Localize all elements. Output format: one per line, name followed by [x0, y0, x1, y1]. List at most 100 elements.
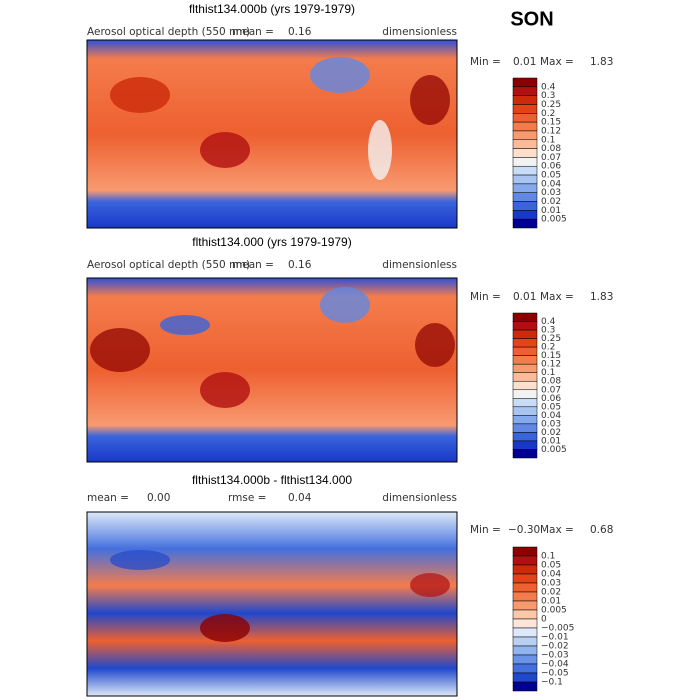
colorbar-swatch — [512, 645, 538, 656]
rmse: 0.04 — [288, 492, 312, 504]
map — [86, 39, 458, 229]
panel-title: flthist134.000b - flthist134.000 — [192, 473, 352, 487]
min-label: Min = — [470, 524, 501, 536]
colorbar-label: 0.12 — [541, 126, 561, 136]
colorbar-label: 0.005 — [541, 215, 567, 225]
colorbar-swatch — [512, 415, 538, 425]
colorbar-label: 0.07 — [541, 385, 561, 395]
min-label: Min = — [470, 291, 501, 303]
colorbar-label: 0.03 — [541, 188, 561, 198]
colorbar-swatch — [512, 609, 538, 620]
colorbar-swatch — [512, 423, 538, 433]
colorbar-swatch — [512, 600, 538, 611]
map — [86, 277, 458, 463]
variable: Aerosol optical depth (550 nm) — [87, 26, 250, 38]
colorbar-swatch — [512, 174, 538, 185]
colorbar-label: 0.05 — [541, 561, 561, 571]
max-label: Max = — [540, 291, 574, 303]
colorbar-label: 0.08 — [541, 144, 561, 154]
colorbar-swatch — [512, 389, 538, 399]
season: SON — [510, 8, 553, 30]
colorbar-label: −0.03 — [541, 651, 569, 661]
colorbar-label: 0.05 — [541, 171, 561, 181]
mean: 0.16 — [288, 26, 312, 38]
colorbar-label: 0 — [541, 615, 547, 625]
colorbar-label: 0.06 — [541, 162, 561, 172]
colorbar-label: 0.02 — [541, 197, 561, 207]
colorbar-label: 0.02 — [541, 428, 561, 438]
colorbar-label: −0.1 — [541, 678, 563, 688]
colorbar-label: 0.04 — [541, 570, 561, 580]
colorbar-label: 0.04 — [541, 179, 561, 189]
colorbar-swatch — [512, 372, 538, 382]
colorbar-swatch — [512, 338, 538, 348]
colorbar-swatch — [512, 95, 538, 105]
colorbar-label: 0.2 — [541, 343, 555, 353]
colorbar-label: 0.03 — [541, 419, 561, 429]
colorbar-swatch — [512, 121, 538, 132]
colorbar-swatch — [512, 346, 538, 356]
colorbar-label: 0.15 — [541, 351, 561, 361]
colorbar-swatch — [512, 449, 538, 459]
colorbar-label: 0.1 — [541, 552, 555, 562]
colorbar-swatch — [512, 130, 538, 141]
colorbar-label: 0.005 — [541, 445, 567, 455]
colorbar-label: 0.005 — [541, 606, 567, 616]
min: 0.01 — [513, 291, 536, 303]
colorbar-label: 0.02 — [541, 588, 561, 598]
mean: 0.00 — [147, 492, 170, 504]
variable: Aerosol optical depth (550 nm) — [87, 259, 250, 271]
colorbar-label: 0.01 — [541, 597, 561, 607]
colorbar-swatch — [512, 672, 538, 683]
colorbar-label: 0.3 — [541, 326, 555, 336]
max: 1.83 — [590, 56, 613, 68]
units: dimensionless — [382, 26, 457, 38]
colorbar-label: 0.03 — [541, 579, 561, 589]
colorbar-label: 0.15 — [541, 118, 561, 128]
max: 0.68 — [590, 524, 613, 536]
colorbar-label: 0.06 — [541, 394, 561, 404]
colorbar-swatch — [512, 113, 538, 123]
colorbar-swatch — [512, 573, 538, 584]
colorbar-swatch — [512, 218, 538, 229]
colorbar-swatch — [512, 201, 538, 211]
colorbar-label: 0.01 — [541, 436, 561, 446]
colorbar-swatch — [512, 192, 538, 202]
mean-label: mean = — [232, 259, 274, 271]
min: 0.01 — [513, 56, 536, 68]
colorbar-swatch — [512, 165, 538, 176]
panel-title: flthist134.000b (yrs 1979-1979) — [189, 2, 355, 16]
colorbar-swatch — [512, 398, 538, 408]
colorbar-swatch — [512, 591, 538, 602]
colorbar-swatch — [512, 636, 538, 647]
colorbar-label: 0.2 — [541, 109, 555, 119]
colorbar-swatch — [512, 555, 538, 566]
colorbar-swatch — [512, 139, 538, 149]
colorbar-label: −0.01 — [541, 633, 569, 643]
map — [86, 511, 458, 697]
colorbar-swatch — [512, 546, 538, 557]
colorbar-swatch — [512, 157, 538, 167]
colorbar-label: −0.02 — [541, 642, 569, 652]
colorbar-swatch — [512, 329, 538, 339]
colorbar-label: 0.3 — [541, 91, 555, 101]
colorbar-label: −0.04 — [541, 660, 569, 670]
max-label: Max = — [540, 56, 574, 68]
colorbar-label: 0.1 — [541, 135, 555, 145]
colorbar-swatch — [512, 627, 538, 638]
colorbar-swatch — [512, 312, 538, 322]
mean-label: mean = — [87, 492, 129, 504]
colorbar-label: 0.04 — [541, 411, 561, 421]
colorbar-swatch — [512, 582, 538, 593]
colorbar-swatch — [512, 654, 538, 665]
colorbar-swatch — [512, 86, 538, 96]
min: −0.30 — [508, 524, 540, 536]
colorbar-swatch — [512, 681, 538, 692]
colorbar-swatch — [512, 210, 538, 220]
colorbar-swatch — [512, 363, 538, 373]
units: dimensionless — [382, 492, 457, 504]
units: dimensionless — [382, 259, 457, 271]
max: 1.83 — [590, 291, 613, 303]
colorbar-swatch — [512, 618, 538, 629]
